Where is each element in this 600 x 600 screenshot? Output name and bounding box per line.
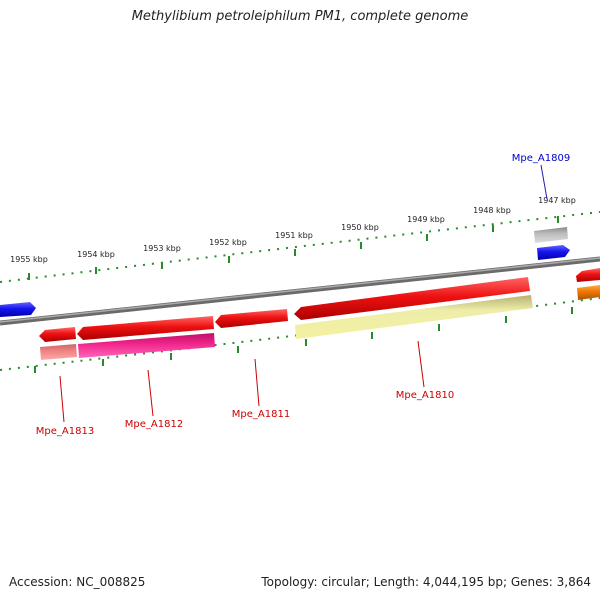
leader-line-a1812 [147, 369, 154, 417]
ruler-label: 1947 kbp [538, 196, 576, 205]
cds-arrow-a1813[interactable] [39, 327, 76, 342]
ruler-label: 1952 kbp [209, 238, 247, 247]
inner-ruler-ticks [34, 307, 573, 373]
gene-label-a1813[interactable]: Mpe_A1813 [36, 426, 94, 437]
leader-line-a1811 [254, 358, 260, 407]
map-title: Methylibium petroleiphilum PM1, complete… [131, 9, 469, 24]
gene-label-a1811[interactable]: Mpe_A1811 [232, 409, 290, 420]
cds-arrow-a1812[interactable] [77, 316, 214, 340]
cds-arrow-blue-left[interactable] [0, 302, 36, 317]
feature-orange-right[interactable] [577, 285, 600, 300]
cds-arrow-a1810[interactable] [294, 277, 530, 320]
ruler-label: 1951 kbp [275, 231, 313, 240]
ruler-label: 1948 kbp [473, 206, 511, 215]
accession-text: Accession: NC_008825 [9, 575, 146, 589]
feature-pink-a1812[interactable] [78, 333, 215, 358]
ruler-label: 1950 kbp [341, 223, 379, 232]
outer-ruler-line [0, 211, 600, 283]
ruler-label: 1955 kbp [10, 255, 48, 264]
cds-arrow-red-right[interactable] [576, 268, 600, 282]
ruler-label: 1954 kbp [77, 250, 115, 259]
ruler-ticks [28, 216, 559, 280]
feature-grey-a1809[interactable] [534, 227, 568, 243]
cds-arrow-blue-a1809[interactable] [537, 245, 570, 260]
gene-label-a1812[interactable]: Mpe_A1812 [125, 419, 183, 430]
feature-yellow-a1810[interactable] [295, 295, 533, 339]
gene-label-a1810[interactable]: Mpe_A1810 [396, 390, 454, 401]
leader-line-a1809 [540, 164, 548, 200]
leader-line-a1813 [59, 375, 65, 423]
cds-arrow-a1811[interactable] [215, 309, 288, 328]
leader-line-a1810 [417, 340, 425, 388]
ruler-label: 1953 kbp [143, 244, 181, 253]
genome-backbone [0, 256, 600, 326]
gene-label-a1809[interactable]: Mpe_A1809 [512, 153, 570, 164]
genome-stats-text: Topology: circular; Length: 4,044,195 bp… [261, 575, 591, 589]
feature-salmon-a1813[interactable] [40, 344, 77, 360]
ruler-label: 1949 kbp [407, 215, 445, 224]
